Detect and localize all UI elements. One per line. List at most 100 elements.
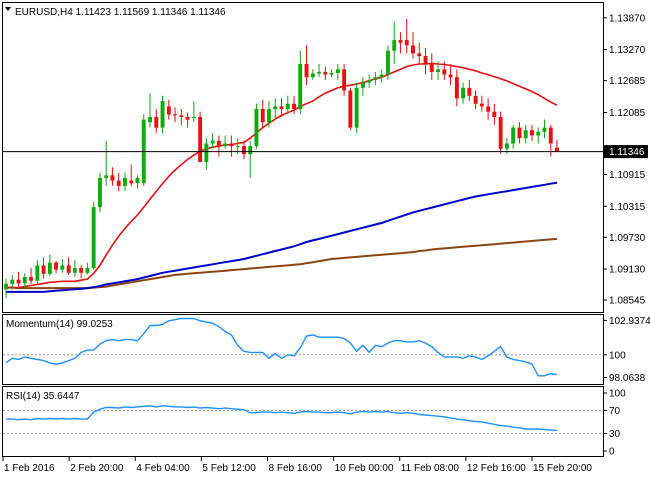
candle-body xyxy=(492,111,497,117)
candle-body xyxy=(517,127,522,139)
candle-body xyxy=(166,106,171,115)
candle-body xyxy=(448,74,453,78)
candle-body xyxy=(310,73,315,78)
candle-body xyxy=(530,130,534,136)
chart-title: EURUSD,H4 1.11423 1.11569 1.11346 1.1134… xyxy=(15,7,226,18)
momentum-plot xyxy=(3,317,603,377)
candle-body xyxy=(85,268,90,273)
rsi-plot xyxy=(3,405,603,435)
candle-body xyxy=(486,106,491,112)
candle-body xyxy=(454,77,459,99)
y-tick-label: 1.10915 xyxy=(609,170,646,181)
momentum-line xyxy=(5,317,558,377)
symbol-dropdown-icon[interactable] xyxy=(5,7,11,11)
candle-body xyxy=(235,146,240,148)
main-panel-frame xyxy=(2,2,604,313)
candle-body xyxy=(411,45,415,54)
candle-body xyxy=(361,82,365,88)
candle-body xyxy=(16,279,21,284)
candle-body xyxy=(66,265,71,273)
candle-body xyxy=(498,117,503,149)
candle-body xyxy=(273,106,278,110)
rsi-panel-frame xyxy=(2,386,604,457)
candle-body xyxy=(160,101,165,128)
candle-body xyxy=(367,79,372,83)
candle-body xyxy=(135,177,140,184)
y-tick-label: 1.13270 xyxy=(609,45,646,56)
momentum-y-tick-label: 102.9374 xyxy=(609,316,650,327)
candle-body xyxy=(511,127,516,144)
candle-body xyxy=(348,90,353,128)
rsi-y-tick-label: 0 xyxy=(609,447,615,458)
x-tick-label: 2 Feb 20:00 xyxy=(70,463,124,474)
candle-body xyxy=(323,71,328,75)
candle-body xyxy=(123,177,127,186)
candle-body xyxy=(479,103,484,107)
ma-mid-line xyxy=(6,181,558,293)
candle-body xyxy=(285,103,290,109)
candle-body xyxy=(379,74,384,78)
candle-body xyxy=(35,265,40,281)
y-tick-label: 1.08545 xyxy=(609,296,646,307)
candle-body xyxy=(41,265,46,274)
candle-body xyxy=(342,69,347,91)
x-tick-label: 5 Feb 12:00 xyxy=(202,463,256,474)
x-tick-label: 1 Feb 2016 xyxy=(4,463,55,474)
candle-body xyxy=(60,265,65,270)
current-price-badge xyxy=(604,145,648,159)
candle-body xyxy=(110,175,115,181)
candle-body xyxy=(317,71,321,74)
candle-body xyxy=(354,87,359,128)
y-tick-label: 1.13870 xyxy=(609,13,646,24)
candle-body xyxy=(505,143,509,149)
rsi-label: RSI(14) 35.6447 xyxy=(6,391,80,402)
candle-body xyxy=(98,177,102,208)
rsi-y-tick-label: 30 xyxy=(609,429,621,440)
candle-body xyxy=(436,69,440,72)
candle-body xyxy=(335,69,340,73)
rsi-y-tick-label: 70 xyxy=(609,406,621,417)
candle-body xyxy=(79,268,84,273)
candle-body xyxy=(104,175,109,178)
candle-body xyxy=(204,143,209,163)
candle-body xyxy=(254,109,259,147)
candle-body xyxy=(279,106,284,110)
x-tick-label: 8 Feb 16:00 xyxy=(269,463,323,474)
candle-body xyxy=(185,117,190,120)
y-tick-label: 1.10315 xyxy=(609,202,646,213)
main-price-plot xyxy=(3,18,603,299)
candle-body xyxy=(473,95,478,104)
candle-body xyxy=(392,40,397,51)
x-tick-label: 12 Feb 16:00 xyxy=(467,463,526,474)
candle-body xyxy=(129,180,134,184)
momentum-label: Momentum(14) 99.0253 xyxy=(6,319,113,330)
candle-body xyxy=(398,40,403,43)
candle-body xyxy=(22,277,27,284)
candle-body xyxy=(329,73,334,75)
x-tick-label: 4 Feb 04:00 xyxy=(136,463,190,474)
candle-body xyxy=(54,262,58,270)
candle-body xyxy=(198,117,203,163)
axes: 1.13870 1.13270 1.12685 1.12085 1.10915 1.103… xyxy=(2,13,650,474)
candle-body xyxy=(404,40,409,46)
candle-body xyxy=(91,207,96,269)
candle-body xyxy=(304,64,309,78)
y-tick-label: 1.12085 xyxy=(609,108,646,119)
momentum-y-tick-label: 98.0638 xyxy=(609,373,646,384)
y-tick-label: 1.09730 xyxy=(609,233,646,244)
candle-body xyxy=(4,283,8,290)
candle-body xyxy=(154,117,159,128)
current-price-label: 1.11346 xyxy=(609,147,645,158)
candle-body xyxy=(442,69,447,75)
candle-body xyxy=(116,180,121,186)
candle-body xyxy=(267,109,271,123)
candle-body xyxy=(29,277,33,281)
candle-body xyxy=(536,131,541,136)
candle-body xyxy=(292,103,296,109)
y-tick-label: 1.12685 xyxy=(609,76,646,87)
candle-body xyxy=(173,114,177,116)
candle-body xyxy=(548,127,553,144)
candle-body xyxy=(47,262,52,274)
